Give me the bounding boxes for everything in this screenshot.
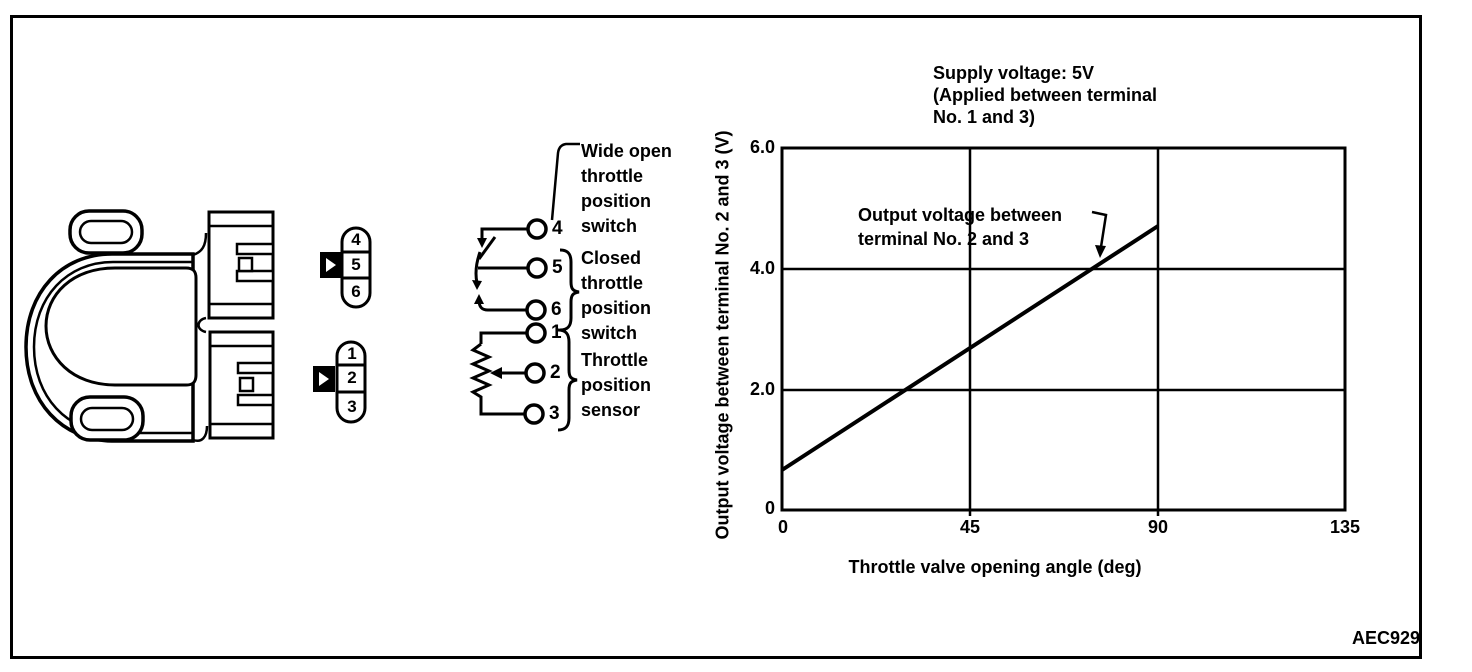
chart-line — [780, 224, 1160, 472]
terminal-circle — [526, 257, 548, 279]
chart-gridlines — [782, 148, 1345, 516]
circuit-schematic — [469, 218, 548, 425]
x-tick: 45 — [959, 517, 981, 537]
connector-lower — [208, 330, 275, 440]
resistor-symbol — [469, 331, 526, 416]
terminal-circle — [523, 403, 545, 425]
terminal-circle — [525, 322, 547, 344]
brace-closed-switch — [559, 248, 580, 332]
terminal-number: 6 — [551, 299, 562, 320]
terminal-number: 4 — [552, 218, 563, 239]
connector-upper — [207, 210, 275, 320]
pin-number: 5 — [351, 255, 361, 274]
terminal-circle — [524, 362, 546, 384]
pin-number: 1 — [347, 344, 357, 363]
closed-switch-label: Closed throttle position switch — [581, 248, 651, 343]
terminal-number: 3 — [549, 403, 560, 424]
sensor-drawing — [24, 209, 209, 443]
pin-number: 6 — [351, 282, 361, 301]
terminal-number: 2 — [550, 362, 561, 383]
mount-ear-top-hole — [78, 219, 134, 245]
terminal-number: 5 — [552, 257, 563, 278]
label-pointers — [550, 142, 580, 432]
pin-number: 3 — [347, 397, 357, 416]
brace-sensor — [557, 328, 578, 432]
throttle-sensor-label: Throttle position sensor — [581, 350, 651, 420]
figure-border — [10, 15, 1422, 659]
y-tick: 0 — [764, 498, 775, 518]
x-tick: 135 — [1329, 517, 1361, 537]
switch-symbol — [472, 227, 527, 312]
x-tick: 90 — [1147, 517, 1169, 537]
terminal-circle — [525, 299, 547, 321]
pin-block-lower — [313, 340, 367, 424]
annotation-arrow — [1091, 210, 1108, 248]
y-tick: 4.0 — [749, 258, 775, 278]
sensor-window — [44, 266, 198, 387]
chart-frame — [780, 146, 1347, 512]
y-tick: 2.0 — [749, 379, 775, 399]
pin-block-upper — [320, 226, 372, 309]
wiper-arrow-icon — [490, 367, 502, 379]
y-axis-label: Output voltage between terminal No. 2 an… — [712, 130, 733, 540]
figure-code: AEC929 — [1351, 628, 1420, 648]
pin-number: 2 — [347, 368, 357, 387]
annotation-arrowhead-icon — [1095, 245, 1106, 258]
output-voltage-note: Output voltage between terminal No. 2 an… — [858, 205, 1063, 249]
x-tick: 0 — [777, 517, 788, 537]
terminal-circle — [526, 218, 548, 240]
x-axis-label: Throttle valve opening angle (deg) — [848, 557, 1142, 577]
y-tick: 6.0 — [749, 137, 775, 157]
wide-open-pointer-line — [550, 142, 580, 221]
pin-number: 4 — [351, 230, 361, 249]
supply-voltage-note: Supply voltage: 5V (Applied between term… — [933, 63, 1158, 127]
wide-open-switch-label: Wide open throttle position switch — [581, 141, 672, 236]
terminal-number: 1 — [551, 322, 562, 343]
mount-ear-bottom-hole — [79, 406, 135, 432]
chart-plot — [780, 146, 1347, 516]
